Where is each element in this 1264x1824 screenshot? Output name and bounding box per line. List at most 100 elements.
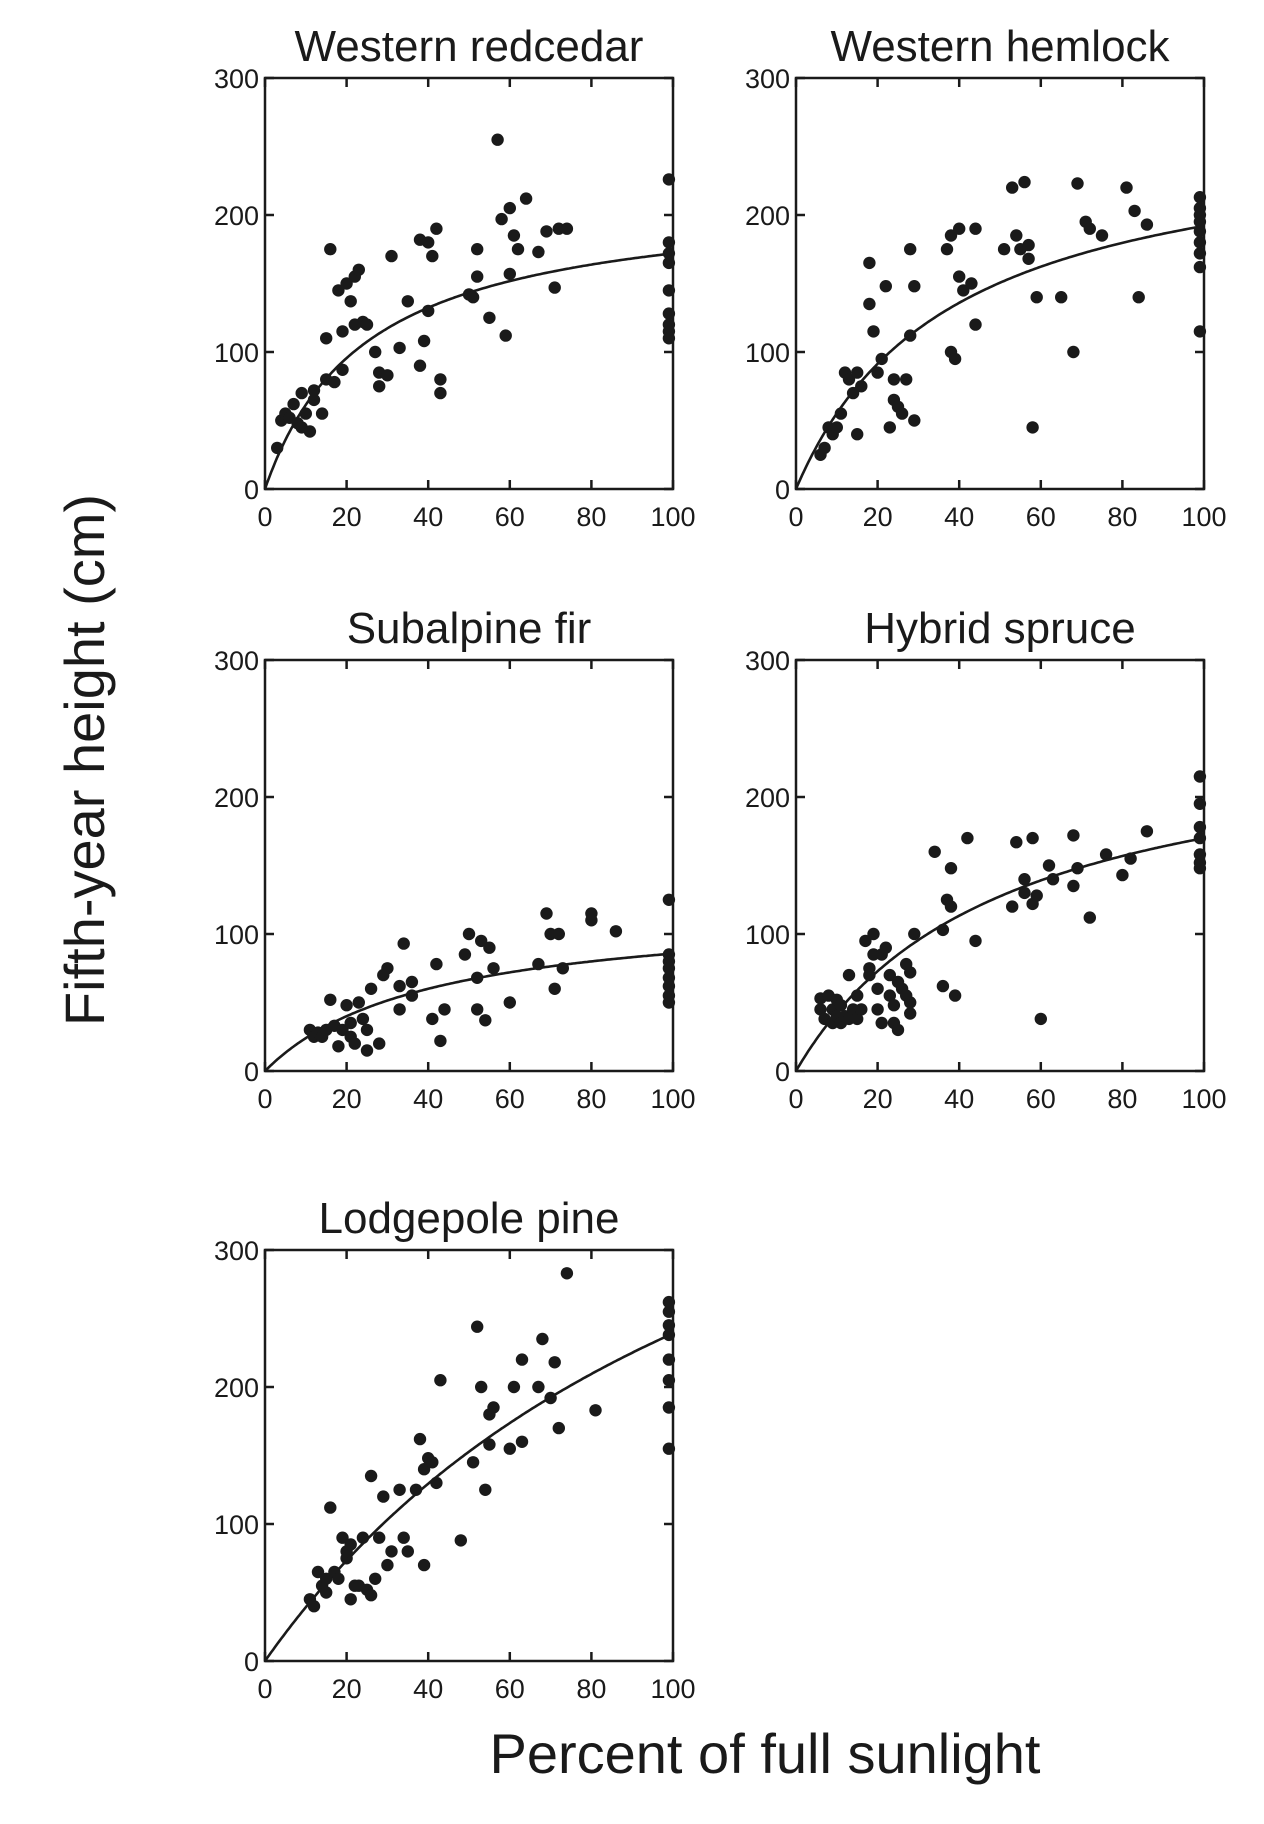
x-tick-label: 0: [257, 1674, 272, 1704]
data-point: [1083, 222, 1097, 235]
data-point: [495, 212, 508, 226]
data-point: [908, 414, 921, 427]
data-point: [356, 1531, 370, 1544]
data-point: [1193, 831, 1207, 845]
data-point: [332, 284, 345, 297]
y-axis-title: Fifth-year height (cm): [53, 494, 116, 1026]
data-point: [307, 393, 321, 407]
data-point: [940, 243, 954, 256]
data-point: [1026, 421, 1039, 434]
y-tick-label: 100: [214, 920, 259, 950]
data-point: [336, 363, 349, 376]
x-tick-label: 40: [413, 1084, 443, 1114]
panel-4: Hybrid spruce 0 20 40 60 80 100 0 100 200 300: [745, 604, 1227, 1114]
data-point: [434, 1374, 447, 1387]
x-tick-label: 40: [944, 502, 974, 532]
data-point: [507, 229, 521, 242]
data-point: [904, 1007, 917, 1020]
panel-title: Western redcedar: [295, 22, 644, 71]
data-point: [662, 1305, 676, 1318]
data-point: [1193, 820, 1207, 834]
data-point: [544, 1391, 557, 1405]
data-point: [948, 352, 962, 366]
data-point: [1193, 191, 1207, 204]
x-tick-label: 20: [332, 502, 362, 532]
y-tick-label: 300: [214, 64, 259, 94]
data-point: [471, 1003, 484, 1016]
data-point: [662, 1442, 676, 1455]
x-tick-label: 100: [650, 1674, 695, 1704]
data-point: [360, 1044, 374, 1057]
data-point: [454, 1534, 467, 1547]
data-point: [381, 1558, 394, 1572]
x-tick-label: 100: [1181, 502, 1226, 532]
data-point: [900, 373, 913, 386]
data-point: [479, 1483, 492, 1497]
data-point: [855, 380, 868, 393]
data-point: [818, 441, 831, 455]
data-point: [556, 962, 569, 975]
data-point: [875, 1016, 888, 1030]
data-point: [397, 937, 410, 950]
data-point: [320, 1586, 333, 1599]
data-point: [851, 989, 864, 1002]
data-point: [466, 1456, 480, 1469]
data-point: [307, 384, 321, 397]
data-point: [373, 1531, 386, 1544]
data-point: [1067, 829, 1080, 842]
data-point: [393, 341, 406, 355]
data-point: [948, 989, 962, 1002]
y-tick-label: 300: [745, 646, 790, 676]
data-point: [426, 1012, 439, 1026]
x-tick-label: 80: [576, 502, 606, 532]
x-tick-label: 0: [257, 502, 272, 532]
data-point: [324, 1501, 337, 1514]
data-point: [1193, 325, 1207, 338]
data-point: [540, 225, 553, 238]
y-tick-label: 0: [244, 1647, 259, 1677]
data-point: [352, 263, 365, 276]
data-point: [430, 957, 443, 971]
data-point: [883, 968, 896, 982]
data-point: [961, 831, 974, 845]
y-tick-label: 300: [745, 64, 790, 94]
data-point: [662, 1374, 676, 1387]
x-tick-label: 100: [650, 502, 695, 532]
data-point: [511, 243, 525, 256]
data-point: [1095, 229, 1109, 242]
data-point: [908, 927, 921, 941]
data-point: [479, 1014, 492, 1027]
data-point: [560, 1267, 574, 1280]
data-point: [507, 1380, 521, 1394]
data-point: [491, 133, 504, 146]
data-point: [471, 270, 484, 283]
data-point: [381, 962, 394, 975]
data-point: [851, 428, 864, 441]
data-point: [548, 281, 561, 294]
data-point: [548, 1356, 561, 1369]
y-tick-label: 0: [244, 1057, 259, 1087]
data-point: [1120, 181, 1133, 194]
data-point: [851, 1012, 864, 1026]
data-point: [969, 934, 982, 948]
data-point: [1022, 252, 1035, 265]
data-point: [1018, 873, 1031, 886]
data-point: [332, 1040, 345, 1053]
data-point: [381, 369, 394, 382]
data-point: [320, 1572, 333, 1586]
data-point: [417, 334, 431, 348]
panel-title: Subalpine fir: [347, 604, 592, 653]
data-point: [662, 1353, 676, 1366]
data-point: [295, 386, 308, 400]
y-tick-label: 200: [745, 783, 790, 813]
data-point: [871, 982, 884, 995]
data-point: [336, 1023, 349, 1037]
plot-frame: [263, 76, 675, 491]
data-point: [503, 996, 516, 1009]
data-point: [944, 229, 958, 242]
data-point: [344, 295, 357, 308]
data-point: [475, 934, 488, 948]
data-point: [417, 1463, 431, 1476]
data-point: [426, 249, 439, 263]
data-point: [458, 948, 472, 961]
